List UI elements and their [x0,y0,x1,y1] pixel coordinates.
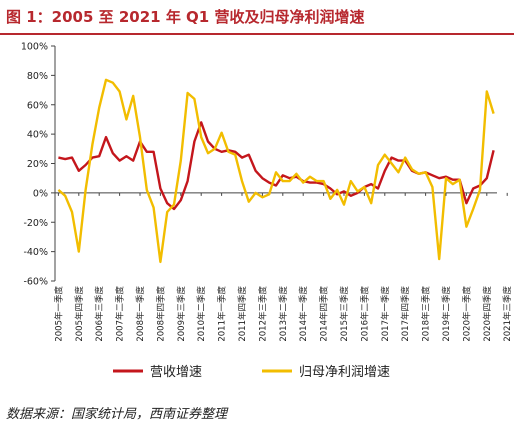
chart-series [57,78,495,264]
y-tick-label: 80% [27,71,48,82]
x-tick-label: 2008年一季度 [135,286,146,342]
y-tick-label: 20% [27,159,48,170]
x-tick-label: 2005年一季度 [53,286,64,342]
x-tick-label: 2009年三季度 [176,286,187,342]
series-line [57,78,495,264]
x-tick-label: 2014年四季度 [319,286,330,342]
x-tick-label: 2007年二季度 [115,286,126,342]
line-chart: -60%-40%-20%0%20%40%60%80%100% 2005年一季度 2… [21,42,513,381]
source-note: 数据来源：国家统计局，西南证券整理 [6,407,228,422]
x-tick-label: 2012年三季度 [257,286,268,342]
y-tick-label: -20% [23,218,48,229]
x-tick-label: 2006年三季度 [94,286,105,342]
x-tick-label: 2017年一季度 [380,286,391,342]
title-bar: 图 1：2005 至 2021 年 Q1 营收及归母净利润增速 [0,0,514,35]
y-tick-label: 60% [27,100,48,111]
x-tick-label: 2015年三季度 [339,286,350,342]
x-tick-label: 2019年二季度 [441,286,452,342]
x-tick-label: 2011年四季度 [237,286,248,342]
series-line [58,121,495,211]
chart-axes: -60% -40% -20% 0% 20% 40% 60% 80% 100% [21,42,497,288]
x-tick-label: 2014年一季度 [298,286,309,342]
y-tick-label: -40% [23,247,48,258]
x-tick-label: 2016年二季度 [359,286,370,342]
y-tick-label: 0% [33,188,48,199]
y-tick-label: -60% [23,277,48,288]
x-tick-label: 2013年二季度 [278,286,289,342]
y-tick-label: 100% [21,42,48,53]
x-tick-label: 2020年四季度 [482,286,493,342]
x-tick-label: 2010年二季度 [196,286,207,342]
y-tick-label: 40% [27,130,48,141]
x-tick-label: 2018年三季度 [421,286,432,342]
chart-legend: 营收增速 归母净利润增速 [113,365,390,380]
x-tick-label: 2017年四季度 [400,286,411,342]
legend-label: 营收增速 [150,365,202,380]
x-tick-label: 2020年一季度 [461,286,472,342]
x-tick-label: 2021年三季度 [502,286,513,342]
x-tick-label: 2011年一季度 [217,286,228,342]
x-tick-label: 2005年四季度 [74,286,85,342]
x-axis-ticks: 2005年一季度 2005年四季度 2006年三季度 2007年二季度 2008年一季度… [53,192,513,342]
figure-title: 图 1：2005 至 2021 年 Q1 营收及归母净利润增速 [6,8,365,26]
x-tick-label: 2008年四季度 [155,286,166,342]
legend-label: 归母净利润增速 [299,365,390,380]
